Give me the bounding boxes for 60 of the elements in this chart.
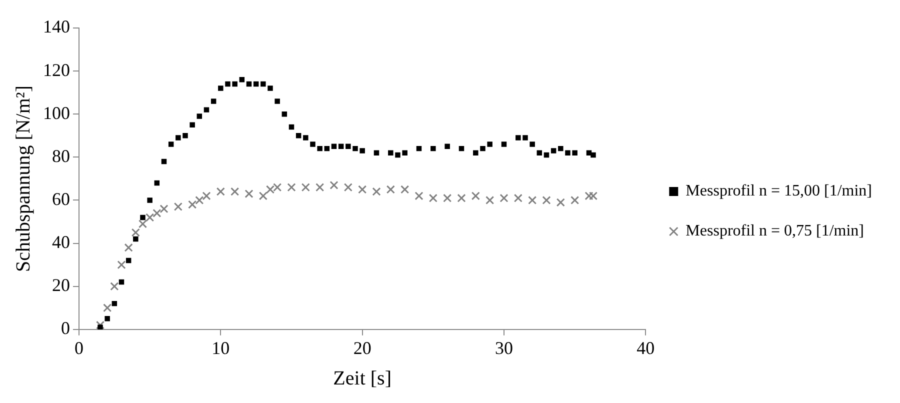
point: [146, 213, 154, 222]
point: [556, 198, 565, 207]
point: [528, 196, 537, 205]
x-tick-label: 0: [74, 338, 84, 358]
point: [266, 185, 275, 194]
point: [414, 192, 424, 200]
point: [330, 180, 338, 190]
x-tick-label: 20: [353, 338, 372, 358]
legend-label: Messprofil n = 0,75 [1/min]: [686, 222, 864, 240]
point: [188, 200, 197, 209]
point: [471, 192, 480, 200]
point: [588, 192, 598, 200]
point: [584, 192, 594, 200]
point: [358, 185, 367, 194]
point: [124, 243, 133, 252]
x-axis-title: Zeit [s]: [333, 367, 392, 390]
y-tick-label: 80: [52, 146, 70, 166]
y-tick-label: 120: [43, 60, 70, 80]
point: [486, 196, 494, 205]
point: [400, 185, 410, 194]
point: [244, 189, 254, 198]
point: [160, 204, 168, 214]
point: [152, 208, 162, 218]
y-tick-label: 40: [52, 232, 70, 252]
point: [195, 196, 204, 205]
y-tick-label: 20: [52, 275, 70, 296]
point: [258, 192, 268, 200]
point: [174, 202, 182, 211]
point: [372, 187, 381, 196]
point: [117, 260, 126, 270]
x-tick-label: 30: [494, 338, 513, 358]
x-tick-label: 10: [212, 338, 230, 358]
point: [514, 194, 522, 202]
point: [457, 194, 466, 202]
point: [344, 183, 352, 192]
point: [443, 194, 452, 202]
point: [570, 196, 580, 205]
y-tick-label: 0: [61, 318, 70, 338]
y-tick-label: 140: [43, 16, 70, 37]
point: [500, 194, 508, 202]
point: [428, 194, 438, 202]
legend-label: Messprofil n = 15,00 [1/min]: [686, 182, 872, 200]
point: [216, 187, 225, 196]
point: [131, 228, 140, 237]
y-tick-label: 100: [43, 102, 70, 123]
y-axis-title: Schubspannung [N/m²]: [12, 85, 34, 272]
x-tick-label: 40: [636, 338, 655, 358]
point: [273, 183, 282, 192]
point: [316, 183, 324, 192]
point: [103, 304, 112, 312]
point: [386, 185, 395, 194]
point: [138, 220, 148, 228]
point: [110, 282, 119, 291]
point: [202, 192, 211, 200]
point: [96, 320, 105, 330]
point: [287, 183, 296, 192]
y-tick-label: 60: [52, 188, 70, 209]
point: [230, 187, 240, 196]
point: [542, 196, 551, 205]
point: [301, 183, 310, 192]
